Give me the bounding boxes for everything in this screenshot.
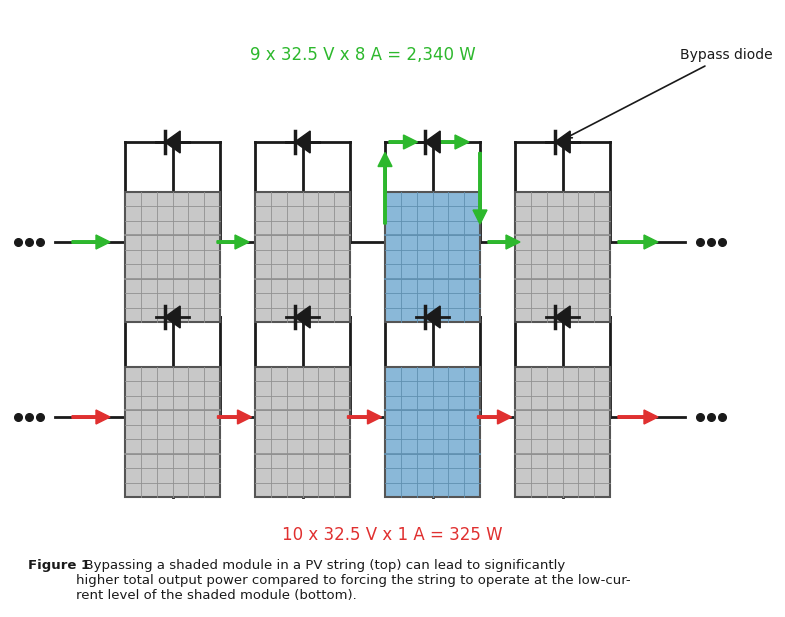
- FancyArrow shape: [348, 410, 382, 424]
- Bar: [255, 367, 350, 497]
- FancyArrow shape: [378, 152, 392, 224]
- FancyArrow shape: [488, 235, 520, 249]
- Text: Figure 1: Figure 1: [28, 559, 90, 572]
- Bar: [255, 192, 350, 322]
- FancyArrow shape: [217, 235, 249, 249]
- FancyArrow shape: [477, 410, 512, 424]
- Text: Bypass diode: Bypass diode: [566, 48, 772, 138]
- FancyArrow shape: [217, 410, 251, 424]
- Bar: [125, 192, 220, 322]
- Text: 10 x 32.5 V x 1 A = 325 W: 10 x 32.5 V x 1 A = 325 W: [282, 526, 503, 544]
- Bar: [385, 367, 480, 497]
- Polygon shape: [165, 306, 181, 328]
- FancyArrow shape: [618, 235, 658, 249]
- Text: Bypassing a shaded module in a PV string (top) can lead to significantly
higher : Bypassing a shaded module in a PV string…: [76, 559, 630, 602]
- Polygon shape: [555, 306, 570, 328]
- Polygon shape: [295, 306, 310, 328]
- FancyArrow shape: [473, 152, 487, 224]
- Bar: [385, 192, 480, 322]
- Polygon shape: [555, 131, 570, 153]
- Bar: [125, 367, 220, 497]
- FancyArrow shape: [618, 410, 658, 424]
- Polygon shape: [295, 131, 310, 153]
- Bar: [515, 192, 610, 322]
- Text: 9 x 32.5 V x 8 A = 2,340 W: 9 x 32.5 V x 8 A = 2,340 W: [250, 46, 476, 64]
- Bar: [515, 367, 610, 497]
- FancyArrow shape: [389, 135, 418, 149]
- Polygon shape: [425, 131, 440, 153]
- Polygon shape: [165, 131, 181, 153]
- FancyArrow shape: [440, 135, 469, 149]
- FancyArrow shape: [72, 235, 110, 249]
- Polygon shape: [425, 306, 440, 328]
- FancyArrow shape: [72, 410, 110, 424]
